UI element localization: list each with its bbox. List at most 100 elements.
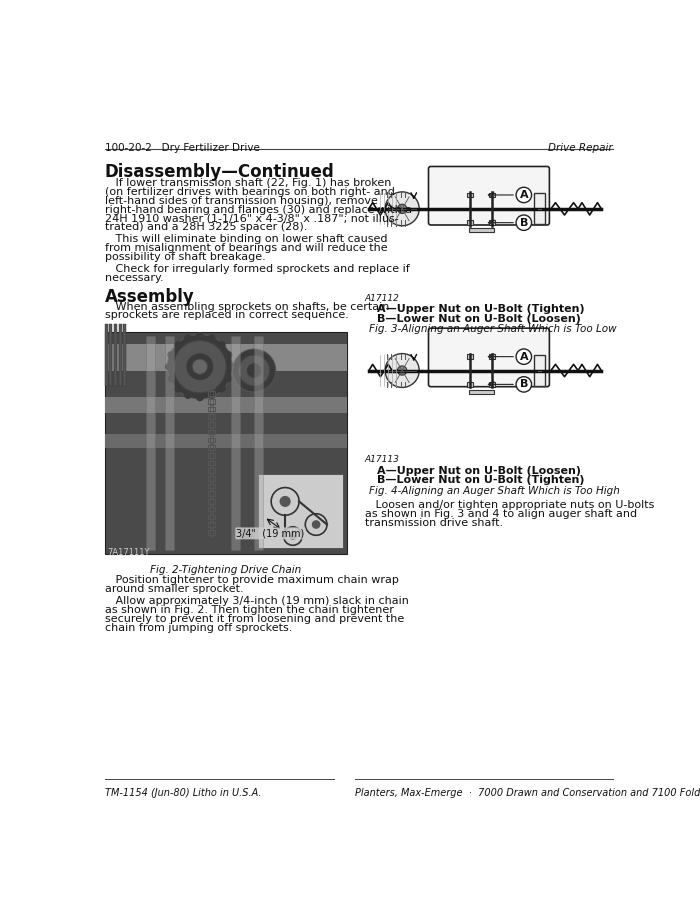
Bar	[165, 336, 174, 550]
Bar	[104, 398, 347, 413]
Circle shape	[225, 374, 232, 382]
Circle shape	[225, 351, 232, 359]
Bar	[468, 354, 473, 359]
Bar	[146, 336, 155, 550]
Bar	[114, 324, 117, 386]
Circle shape	[312, 520, 321, 529]
Text: A: A	[519, 190, 528, 200]
Text: as shown in Fig. 3 and 4 to align auger shaft and: as shown in Fig. 3 and 4 to align auger …	[365, 509, 637, 519]
Bar	[209, 515, 215, 519]
Text: A17113: A17113	[365, 455, 400, 464]
Bar	[489, 193, 495, 198]
Circle shape	[167, 374, 175, 382]
Bar	[210, 444, 213, 451]
Text: A—Upper Nut on U-Bolt (Loosen): A—Upper Nut on U-Bolt (Loosen)	[377, 466, 580, 476]
Text: A: A	[519, 352, 528, 361]
Bar	[209, 422, 215, 427]
Text: A17112: A17112	[365, 294, 400, 303]
Text: When assembling sprockets on shafts, be certain: When assembling sprockets on shafts, be …	[104, 302, 389, 312]
Text: Position tightener to provide maximum chain wrap: Position tightener to provide maximum ch…	[104, 575, 398, 585]
Bar	[209, 407, 215, 411]
Bar	[210, 506, 213, 513]
Circle shape	[227, 362, 235, 371]
Bar	[210, 513, 213, 521]
Text: 24H 1910 washer (1-1/16" x 4-3/8" x .187"; not illus-: 24H 1910 washer (1-1/16" x 4-3/8" x .187…	[104, 214, 398, 224]
Bar	[104, 434, 347, 448]
Text: possibility of shaft breakage.: possibility of shaft breakage.	[104, 252, 265, 262]
Bar	[210, 521, 213, 528]
Bar	[209, 476, 215, 480]
Text: TM-1154 (Jun-80) Litho in U.S.A.: TM-1154 (Jun-80) Litho in U.S.A.	[104, 788, 261, 798]
Bar	[469, 390, 493, 393]
Bar	[209, 453, 215, 458]
Text: Drive Repair: Drive Repair	[548, 142, 613, 152]
Text: 3/4"  (19 mm): 3/4" (19 mm)	[237, 528, 304, 538]
Bar	[209, 445, 215, 450]
Bar	[118, 324, 122, 386]
Text: sprockets are replaced in correct sequence.: sprockets are replaced in correct sequen…	[104, 311, 349, 321]
Circle shape	[174, 341, 226, 393]
Bar	[210, 467, 213, 475]
Circle shape	[174, 341, 182, 349]
Circle shape	[385, 192, 419, 226]
Bar	[534, 355, 545, 386]
Bar	[469, 228, 493, 232]
Bar	[210, 413, 213, 420]
Bar	[210, 398, 213, 405]
Bar	[210, 382, 213, 390]
Text: Assembly: Assembly	[104, 288, 195, 305]
Circle shape	[208, 391, 216, 399]
Text: B: B	[519, 380, 528, 390]
Bar	[210, 528, 213, 536]
Bar	[468, 382, 473, 387]
Bar	[489, 354, 495, 359]
Circle shape	[516, 349, 531, 364]
Bar	[489, 382, 495, 387]
Bar	[209, 468, 215, 473]
Circle shape	[184, 334, 192, 342]
Text: left-hand sides of transmission housing), remove: left-hand sides of transmission housing)…	[104, 196, 377, 206]
Circle shape	[218, 385, 225, 392]
Circle shape	[516, 377, 531, 392]
Bar	[123, 324, 126, 386]
Bar	[210, 390, 213, 398]
Bar	[210, 490, 213, 497]
Text: Check for irregularly formed sprockets and replace if: Check for irregularly formed sprockets a…	[104, 264, 409, 274]
Bar	[489, 220, 495, 225]
Circle shape	[516, 188, 531, 203]
Bar	[258, 475, 343, 547]
Bar	[209, 460, 215, 465]
Circle shape	[196, 332, 204, 340]
Circle shape	[279, 496, 290, 507]
Text: B—Lower Nut on U-Bolt (Loosen): B—Lower Nut on U-Bolt (Loosen)	[377, 313, 580, 323]
Circle shape	[232, 349, 276, 392]
Circle shape	[186, 352, 214, 381]
Text: chain from jumping off sprockets.: chain from jumping off sprockets.	[104, 622, 292, 632]
Text: securely to prevent it from loosening and prevent the: securely to prevent it from loosening an…	[104, 614, 404, 624]
Text: trated) and a 28H 3225 spacer (28).: trated) and a 28H 3225 spacer (28).	[104, 222, 307, 232]
Bar	[209, 399, 215, 404]
Circle shape	[165, 362, 173, 371]
Text: around smaller sprocket.: around smaller sprocket.	[104, 584, 243, 594]
Text: from misalignment of bearings and will reduce the: from misalignment of bearings and will r…	[104, 243, 387, 253]
Bar	[254, 336, 263, 550]
Text: B—Lower Nut on U-Bolt (Tighten): B—Lower Nut on U-Bolt (Tighten)	[377, 476, 584, 486]
Bar	[210, 482, 213, 490]
Text: Fig. 2-Tightening Drive Chain: Fig. 2-Tightening Drive Chain	[150, 564, 302, 574]
Bar	[209, 491, 215, 496]
Bar	[209, 429, 215, 435]
Bar	[210, 451, 213, 459]
Circle shape	[208, 334, 216, 342]
Bar	[210, 459, 213, 467]
Circle shape	[174, 385, 182, 392]
Text: B: B	[519, 217, 528, 227]
Circle shape	[398, 366, 407, 375]
Bar	[209, 383, 215, 389]
Text: 100-20-2   Dry Fertilizer Drive: 100-20-2 Dry Fertilizer Drive	[104, 142, 260, 152]
Bar	[534, 193, 545, 224]
Circle shape	[192, 359, 208, 374]
Bar	[210, 420, 213, 429]
Bar	[210, 475, 213, 482]
Bar	[104, 343, 347, 371]
Bar	[468, 193, 473, 198]
